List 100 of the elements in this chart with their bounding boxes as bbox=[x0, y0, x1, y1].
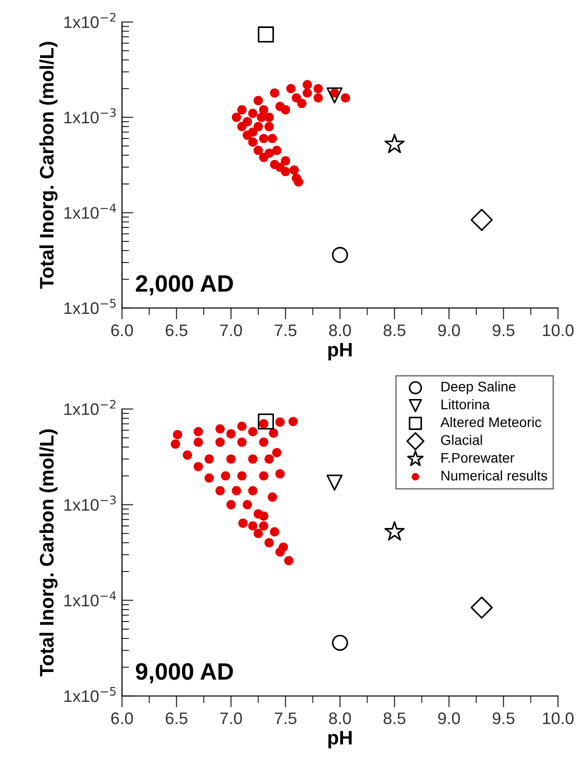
x-tick-label: 7.5 bbox=[274, 712, 296, 724]
point bbox=[182, 450, 192, 460]
point bbox=[172, 430, 182, 440]
point bbox=[237, 105, 247, 114]
point bbox=[340, 93, 350, 103]
point bbox=[220, 471, 230, 481]
point bbox=[215, 486, 225, 496]
legend-label: Glacial bbox=[441, 434, 482, 445]
y-tick-label: 1x10$^{−4}$ bbox=[64, 204, 116, 219]
x-tick-label: 7.5 bbox=[274, 324, 296, 336]
point bbox=[254, 509, 263, 519]
point bbox=[248, 486, 258, 496]
point bbox=[278, 542, 288, 552]
point bbox=[384, 521, 405, 541]
x-tick-label: 9.5 bbox=[492, 712, 514, 724]
point bbox=[290, 165, 299, 175]
point bbox=[268, 134, 278, 144]
annotation: 9,000 AD bbox=[136, 663, 233, 684]
point bbox=[470, 208, 493, 231]
point bbox=[286, 84, 296, 94]
point bbox=[242, 117, 252, 126]
x-tick-label: 9.0 bbox=[438, 324, 460, 336]
point bbox=[302, 88, 312, 98]
y-tick-label: 1x10$^{−4}$ bbox=[64, 591, 116, 606]
point bbox=[215, 438, 225, 447]
point bbox=[259, 438, 268, 447]
point bbox=[242, 500, 252, 510]
x-tick-label: 7.0 bbox=[220, 324, 242, 336]
point bbox=[238, 518, 248, 528]
point bbox=[275, 102, 285, 112]
point bbox=[275, 469, 285, 478]
point bbox=[248, 127, 258, 137]
y-tick-label: 1x10$^{−2}$ bbox=[64, 400, 116, 416]
point bbox=[226, 429, 236, 438]
point bbox=[268, 428, 278, 438]
legend-label: Littorina bbox=[442, 399, 490, 410]
x-tick-label: 8.0 bbox=[329, 324, 351, 336]
x-tick-label: 6.0 bbox=[111, 324, 133, 336]
legend-label: F.Porewater bbox=[442, 453, 514, 463]
point bbox=[332, 246, 348, 264]
point bbox=[470, 596, 493, 619]
point bbox=[258, 413, 274, 430]
x-axis-title: pH bbox=[328, 343, 352, 360]
x-tick-label: 6.5 bbox=[166, 324, 188, 336]
x-tick-label: 7.0 bbox=[220, 712, 242, 724]
y-tick-label: 1x10$^{−5}$ bbox=[64, 687, 116, 702]
point bbox=[237, 471, 247, 481]
x-tick-label: 8.5 bbox=[384, 712, 406, 724]
point bbox=[232, 112, 242, 122]
y-tick-label: 1x10$^{−3}$ bbox=[64, 108, 116, 124]
point bbox=[280, 156, 290, 166]
point bbox=[237, 438, 247, 447]
point bbox=[264, 122, 274, 132]
point bbox=[302, 80, 312, 90]
point bbox=[259, 471, 268, 481]
point bbox=[170, 439, 180, 449]
point bbox=[264, 538, 274, 548]
point bbox=[272, 146, 282, 156]
point bbox=[254, 146, 263, 156]
x-tick-label: 10.0 bbox=[543, 324, 574, 336]
point bbox=[259, 134, 268, 144]
point bbox=[256, 112, 266, 122]
point bbox=[248, 521, 258, 531]
point bbox=[332, 634, 348, 651]
x-tick-label: 8.0 bbox=[329, 712, 351, 724]
point bbox=[254, 528, 263, 538]
x-axis-title: pH bbox=[328, 731, 352, 748]
point bbox=[248, 454, 258, 464]
y-axis-title: Total Inorg. Carbon (mol/L) bbox=[39, 42, 58, 289]
point bbox=[194, 438, 203, 447]
x-tick-label: 6.0 bbox=[111, 712, 133, 724]
point bbox=[275, 162, 285, 172]
point bbox=[226, 500, 236, 510]
point bbox=[270, 88, 280, 98]
point bbox=[259, 105, 268, 114]
point bbox=[270, 527, 280, 536]
point bbox=[248, 108, 258, 118]
point bbox=[254, 96, 263, 106]
point bbox=[194, 462, 203, 472]
point bbox=[237, 422, 247, 431]
point bbox=[226, 454, 236, 464]
x-tick-label: 8.5 bbox=[384, 324, 406, 336]
point bbox=[314, 93, 323, 103]
point bbox=[232, 486, 242, 496]
x-tick-label: 9.5 bbox=[492, 324, 514, 336]
x-tick-label: 9.0 bbox=[438, 712, 460, 724]
x-tick-label: 6.5 bbox=[166, 712, 188, 724]
point bbox=[215, 424, 225, 434]
point bbox=[284, 556, 294, 566]
point bbox=[248, 137, 258, 147]
y-axis-title: Total Inorg. Carbon (mol/L) bbox=[39, 429, 58, 676]
legend-label: Numerical results bbox=[442, 470, 548, 481]
point bbox=[326, 87, 343, 104]
point bbox=[258, 26, 274, 43]
annotation: 2,000 AD bbox=[136, 275, 233, 296]
point bbox=[326, 474, 343, 491]
point bbox=[272, 448, 282, 458]
point bbox=[294, 177, 304, 187]
point bbox=[264, 148, 274, 158]
point bbox=[204, 473, 214, 483]
